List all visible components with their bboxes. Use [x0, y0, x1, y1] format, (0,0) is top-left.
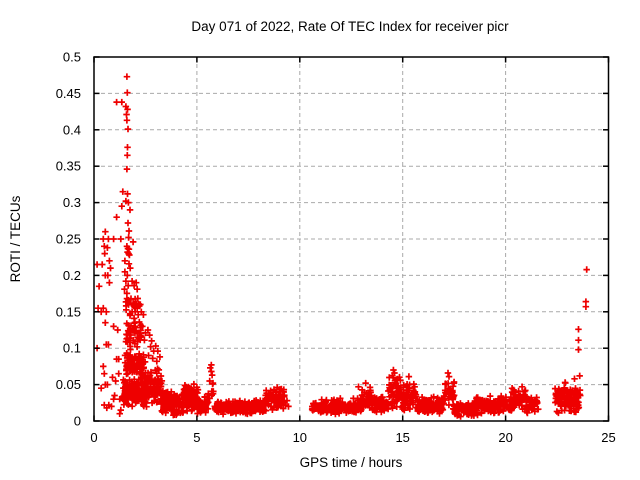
- y-axis-label: ROTI / TECUs: [8, 195, 23, 282]
- axis-ticks: [93, 56, 610, 422]
- y-tick-label: 0.5: [63, 50, 81, 65]
- x-tick-label: 10: [293, 430, 307, 445]
- gridlines: [94, 57, 609, 421]
- y-tick-label: 0.25: [56, 232, 81, 247]
- x-tick-label: 20: [498, 430, 512, 445]
- tick-labels: 0 5 10 15 20 25 0 0.05 0.1 0.15 0.2 0.25 0.3 0.35 0.4 0…: [56, 50, 616, 446]
- chart-title: Day 071 of 2022, Rate Of TEC Index for r…: [191, 19, 509, 34]
- y-tick-label: 0: [74, 414, 81, 429]
- x-axis-label: GPS time / hours: [300, 455, 403, 470]
- y-tick-label: 0.45: [56, 86, 81, 101]
- y-tick-label: 0.2: [63, 268, 81, 283]
- y-tick-label: 0.05: [56, 377, 81, 392]
- y-tick-label: 0.1: [63, 341, 81, 356]
- y-tick-label: 0.35: [56, 159, 81, 174]
- y-tick-label: 0.3: [63, 195, 81, 210]
- x-tick-label: 0: [90, 430, 97, 445]
- y-tick-label: 0.15: [56, 304, 81, 319]
- x-tick-label: 25: [601, 430, 615, 445]
- scatter-markers: [93, 73, 590, 420]
- x-tick-label: 15: [395, 430, 409, 445]
- x-tick-label: 5: [193, 430, 200, 445]
- data-points: [93, 73, 590, 420]
- y-tick-label: 0.4: [63, 122, 81, 137]
